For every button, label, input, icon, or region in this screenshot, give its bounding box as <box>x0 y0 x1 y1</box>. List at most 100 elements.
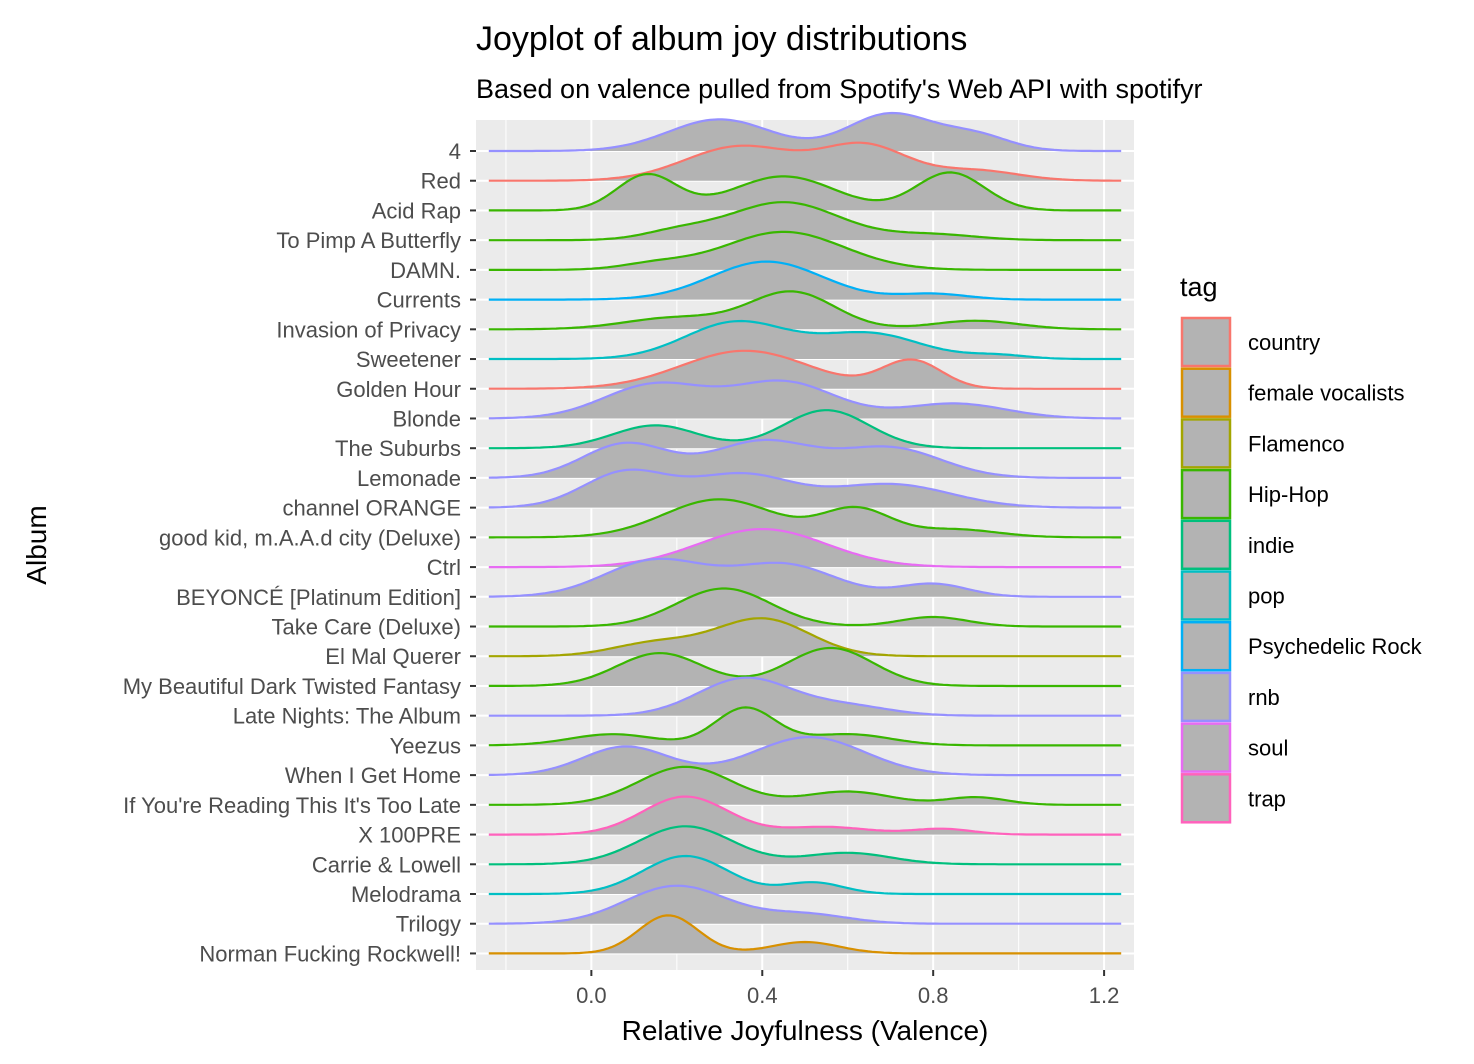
y-tick-label: The Suburbs <box>335 436 461 461</box>
ridge-to-pimp-a-butterfly <box>488 201 1122 242</box>
y-tick-label: Melodrama <box>351 882 462 907</box>
legend-label: pop <box>1248 584 1285 609</box>
y-axis: 4 Red Acid Rap To Pimp A Butterfly DAMN. Curr… <box>123 139 476 966</box>
ridge-line <box>488 230 1122 271</box>
legend-label: rnb <box>1248 685 1280 710</box>
ridge-fill <box>488 648 1122 686</box>
ridge-take-care-deluxe <box>488 587 1122 628</box>
ridge-fill <box>488 380 1122 419</box>
x-axis-title: Relative Joyfulness (Valence) <box>622 1015 989 1046</box>
ridge-fill <box>488 826 1122 865</box>
y-tick-label: If You're Reading This It's Too Late <box>123 793 461 818</box>
ridge-line <box>488 409 1122 450</box>
ridge-line <box>488 914 1122 955</box>
y-tick-label: Norman Fucking Rockwell! <box>199 941 461 966</box>
ridge-if-you-re-reading-this-it-s-too-late <box>488 765 1122 806</box>
legend-label: Psychedelic Rock <box>1248 634 1423 659</box>
legend-key <box>1180 316 1232 368</box>
ridge-line <box>488 676 1122 717</box>
legend-label: Hip-Hop <box>1248 482 1329 507</box>
ridge-line <box>488 765 1122 806</box>
ridge-the-suburbs <box>488 409 1122 450</box>
ridge-line <box>488 587 1122 628</box>
legend-label: indie <box>1248 533 1294 558</box>
y-tick-label: BEYONCÉ [Platinum Edition] <box>176 585 461 610</box>
ridge-fill <box>488 172 1122 211</box>
ridge-fill <box>488 439 1122 478</box>
ridge-line <box>488 201 1122 242</box>
x-axis: 0.0 0.4 0.8 1.2 <box>576 970 1119 1008</box>
ridge-fill <box>488 618 1122 657</box>
ridge-my-beautiful-dark-twisted-fantasy <box>488 646 1122 688</box>
ridge-line <box>488 795 1122 836</box>
ridge-x-100pre <box>488 795 1122 836</box>
ridge-fill <box>488 499 1122 538</box>
ridge-sweetener <box>488 319 1122 361</box>
legend-key <box>1180 773 1232 824</box>
y-tick-label: My Beautiful Dark Twisted Fantasy <box>123 674 461 699</box>
ridge-fill <box>488 677 1122 716</box>
ridge-lemonade <box>488 438 1122 479</box>
y-tick-label: Trilogy <box>396 912 461 937</box>
ridge-fill <box>488 113 1122 151</box>
x-tick-label: 1.2 <box>1089 983 1120 1008</box>
ridge-line <box>488 528 1122 569</box>
y-tick-label: Yeezus <box>390 733 461 758</box>
y-tick-label: Sweetener <box>356 347 461 372</box>
ridge-line <box>488 349 1122 390</box>
legend-key <box>1180 722 1232 773</box>
y-tick-label: To Pimp A Butterfly <box>276 228 461 253</box>
legend-key <box>1180 671 1232 723</box>
ridge-line <box>488 141 1122 182</box>
y-tick-label: Golden Hour <box>336 377 461 402</box>
y-tick-label: channel ORANGE <box>282 496 461 521</box>
legend-key <box>1180 367 1232 418</box>
ridge-fill <box>488 558 1122 597</box>
ridge-line <box>488 438 1122 479</box>
ridge-fill <box>488 856 1122 894</box>
ridge-good-kid-m-a-a-d-city-deluxe <box>488 498 1122 539</box>
ridge-fill <box>488 469 1122 508</box>
ridge-line <box>488 735 1122 777</box>
legend-label: trap <box>1248 786 1286 811</box>
y-axis-title: Album <box>21 505 52 584</box>
ridge-golden-hour <box>488 349 1122 390</box>
y-tick-label: Lemonade <box>357 466 461 491</box>
ridge-fill <box>488 737 1122 776</box>
ridge-invasion-of-privacy <box>488 290 1122 331</box>
legend-key <box>1180 468 1232 520</box>
y-tick-label: Blonde <box>392 406 461 431</box>
ridge-damn <box>488 230 1122 271</box>
legend-title: tag <box>1180 272 1218 302</box>
ridge-acid-rap <box>488 171 1122 212</box>
ridge-el-mal-querer <box>488 617 1122 658</box>
y-tick-label: Take Care (Deluxe) <box>271 615 461 640</box>
chart-subtitle: Based on valence pulled from Spotify's W… <box>476 74 1203 104</box>
ridge-blonde <box>488 379 1122 420</box>
y-tick-label: good kid, m.A.A.d city (Deluxe) <box>159 525 461 550</box>
legend-key <box>1180 570 1232 621</box>
x-tick-label: 0.0 <box>576 983 607 1008</box>
ridge-line <box>488 646 1122 688</box>
legend-key <box>1180 519 1232 571</box>
ridge-fill <box>488 202 1122 241</box>
ridge-fill <box>488 142 1122 181</box>
chart-title: Joyplot of album joy distributions <box>476 20 967 58</box>
ridge-red <box>488 141 1122 182</box>
ridge-line <box>488 468 1122 509</box>
y-tick-label: Late Nights: The Album <box>233 704 461 729</box>
ridge-line <box>488 825 1122 866</box>
legend-key <box>1180 418 1232 469</box>
y-tick-label: When I Get Home <box>285 763 461 788</box>
ridge-line <box>488 854 1122 896</box>
ridge-fill <box>488 885 1122 924</box>
ridge-fill <box>488 231 1122 270</box>
legend-label: soul <box>1248 736 1288 761</box>
ridge-fill <box>488 796 1122 835</box>
ridge-norman-fucking-rockwell <box>488 914 1122 955</box>
ridge-line <box>488 706 1122 747</box>
ridge-line <box>488 290 1122 331</box>
ridge-when-i-get-home <box>488 735 1122 777</box>
ridge-channel-orange <box>488 468 1122 509</box>
